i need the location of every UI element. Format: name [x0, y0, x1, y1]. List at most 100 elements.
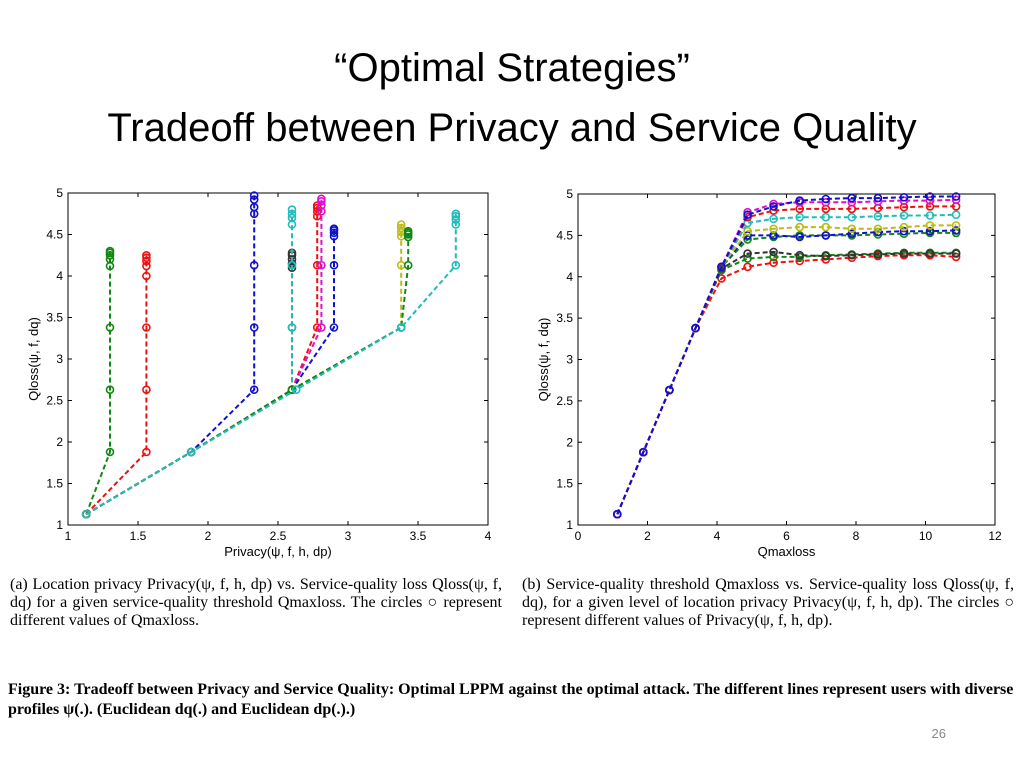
slide-title-line2: Tradeoff between Privacy and Service Qua…	[107, 106, 917, 150]
series-line-0	[85, 251, 111, 515]
chart-privacy-vs-qloss: 1 1.5 2 2.5 3 3.5 4 1 1.5 2 2.5 3 3.5 4 4.5 5 Privacy(ψ,…	[26, 186, 492, 559]
slide-title-line1: “Optimal Strategies”	[334, 46, 690, 90]
data-point	[847, 250, 857, 260]
y-tick-label: 3	[56, 352, 63, 366]
data-point	[769, 202, 778, 211]
y-tick-label: 3.5	[46, 311, 63, 325]
data-point	[291, 385, 301, 394]
data-point	[795, 250, 805, 260]
x-tick-label: 3	[345, 529, 352, 543]
data-point	[287, 205, 297, 214]
y-tick-label: 2	[566, 435, 573, 449]
data-point	[925, 221, 935, 230]
data-point	[142, 447, 151, 457]
data-point	[396, 323, 406, 332]
data-point	[769, 214, 778, 224]
x-tick-label: 2	[205, 529, 212, 543]
data-point	[105, 246, 115, 256]
data-point	[847, 229, 857, 239]
data-point	[795, 212, 805, 222]
data-point	[743, 210, 752, 220]
series-line-1	[616, 251, 957, 515]
data-point	[451, 220, 461, 229]
data-point	[951, 210, 961, 220]
x-tick-label: 0	[575, 529, 582, 543]
x-tick-label: 1.5	[130, 529, 147, 543]
data-point	[899, 222, 909, 232]
data-point	[743, 254, 752, 263]
subcaption-b: (b) Service-quality threshold Qmaxloss v…	[522, 576, 1014, 629]
data-point	[847, 193, 857, 203]
y-axis-label: Qloss(ψ, f, dq)	[536, 318, 551, 402]
data-point	[821, 251, 831, 261]
y-tick-label: 1	[566, 518, 573, 532]
data-point	[925, 226, 935, 236]
series-line-5	[616, 224, 957, 515]
data-point	[142, 251, 151, 260]
subcaption-a: (a) Location privacy Privacy(ψ, f, h, dp…	[10, 576, 502, 629]
data-point	[249, 191, 259, 200]
data-point	[403, 232, 413, 242]
data-point	[317, 194, 326, 204]
data-point	[951, 221, 961, 230]
chart-qmax-vs-qloss: 0 2 4 6 8 10 12 1 1.5 2 2.5 3 3.5 4 4.5 5 Qmaxloss Qloss(…	[536, 187, 1002, 559]
x-tick-label: 6	[783, 529, 790, 543]
data-point	[312, 323, 322, 332]
data-point	[925, 249, 935, 258]
data-point	[743, 262, 752, 272]
y-tick-label: 1.5	[556, 477, 573, 491]
y-tick-label: 1	[56, 518, 63, 532]
data-point	[873, 193, 883, 203]
data-point	[899, 249, 909, 258]
data-point	[451, 260, 461, 270]
data-point	[249, 260, 259, 270]
series-line-8	[85, 224, 403, 516]
series-line-3	[616, 231, 957, 515]
y-tick-label: 4	[566, 270, 573, 284]
data-point	[951, 249, 961, 258]
data-point	[925, 192, 935, 201]
data-point	[899, 211, 909, 220]
data-point	[142, 323, 151, 332]
y-tick-label: 3.5	[556, 311, 573, 325]
series-line-5	[85, 205, 319, 516]
data-point	[821, 194, 831, 204]
y-tick-label: 5	[566, 187, 573, 201]
x-tick-label: 12	[988, 529, 1002, 543]
data-point	[639, 447, 648, 457]
y-tick-label: 2.5	[556, 394, 573, 408]
data-point	[287, 209, 297, 219]
data-point	[925, 211, 935, 220]
data-point	[665, 385, 674, 395]
x-axis-label: Privacy(ψ, f, h, dp)	[224, 544, 332, 559]
data-point	[821, 231, 831, 240]
series-line-0	[616, 254, 957, 515]
y-tick-label: 4	[56, 269, 63, 283]
data-point	[613, 509, 622, 519]
data-point	[403, 226, 413, 236]
series-line-9	[616, 195, 957, 515]
series-line-2	[616, 250, 957, 515]
data-point	[142, 261, 151, 271]
series-line-6	[616, 213, 957, 515]
data-point	[769, 224, 778, 234]
data-point	[317, 206, 326, 216]
data-point	[142, 385, 151, 394]
data-point	[899, 226, 909, 236]
x-tick-label: 4	[485, 529, 492, 543]
y-axis-label: Qloss(ψ, f, dq)	[26, 317, 41, 401]
data-point	[691, 323, 700, 333]
data-point	[142, 271, 151, 281]
data-point	[317, 196, 326, 206]
data-point	[317, 323, 326, 332]
series-line-4	[616, 229, 957, 515]
data-point	[951, 226, 961, 235]
data-point	[249, 323, 259, 332]
y-tick-label: 2.5	[46, 394, 63, 408]
data-point	[249, 195, 259, 204]
data-point	[873, 211, 883, 221]
series-line-4	[85, 209, 293, 516]
data-point	[717, 262, 726, 272]
data-point	[899, 192, 909, 202]
data-point	[186, 447, 196, 457]
